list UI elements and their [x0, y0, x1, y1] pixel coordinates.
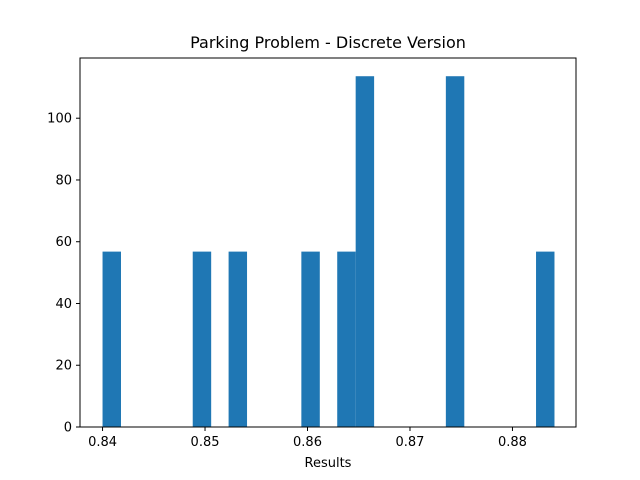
histogram-bar-5: [337, 251, 356, 427]
bars-group: [102, 76, 555, 427]
x-axis-label: Results: [305, 456, 352, 471]
histogram-bar-7: [445, 76, 465, 427]
y-tick-label: 20: [55, 359, 72, 374]
x-tick-label: 0.87: [396, 435, 425, 450]
y-tick-label: 60: [55, 235, 72, 250]
histogram-bar-4: [301, 251, 320, 427]
y-tick-label: 100: [47, 112, 72, 127]
x-tick-label: 0.86: [293, 435, 322, 450]
histogram-bar-6: [355, 76, 375, 427]
histogram-bar-3: [228, 251, 248, 427]
x-tick-label: 0.88: [498, 435, 527, 450]
histogram-bar-8: [536, 251, 555, 427]
plot-frame: [79, 57, 577, 428]
y-tick-label: 40: [55, 297, 72, 312]
x-tick-label: 0.84: [88, 435, 117, 450]
y-axis: 0 20 40 60 80 100: [47, 112, 80, 436]
y-tick-label: 80: [55, 173, 72, 188]
x-axis: 0.84 0.85 0.86 0.87 0.88: [88, 427, 527, 450]
y-tick-label: 0: [64, 421, 72, 436]
histogram-bar-2: [192, 251, 212, 427]
histogram-bar-1: [102, 251, 121, 427]
chart-title: Parking Problem - Discrete Version: [190, 33, 466, 52]
x-tick-label: 0.85: [191, 435, 220, 450]
